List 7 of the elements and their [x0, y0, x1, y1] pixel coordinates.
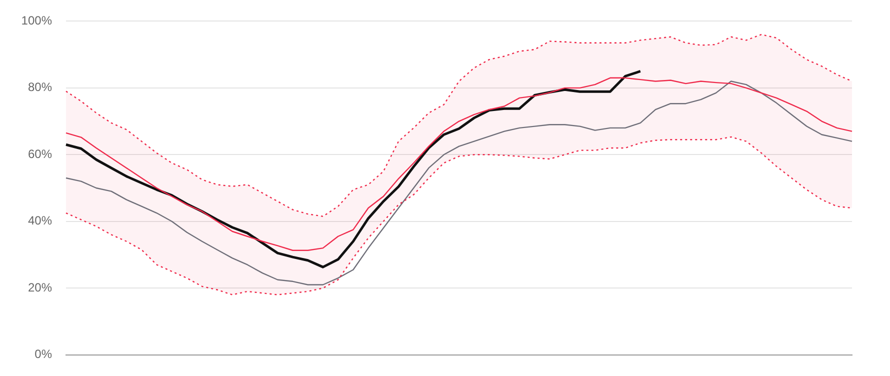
y-tick-label: 60% [28, 146, 52, 161]
y-tick-label: 40% [28, 214, 52, 228]
y-tick-label: 20% [28, 280, 52, 294]
y-tick-label: 80% [28, 80, 52, 94]
line-series [65, 136, 853, 296]
y-tick-label: 100% [21, 14, 52, 28]
y-tick-label: 0% [34, 347, 52, 362]
